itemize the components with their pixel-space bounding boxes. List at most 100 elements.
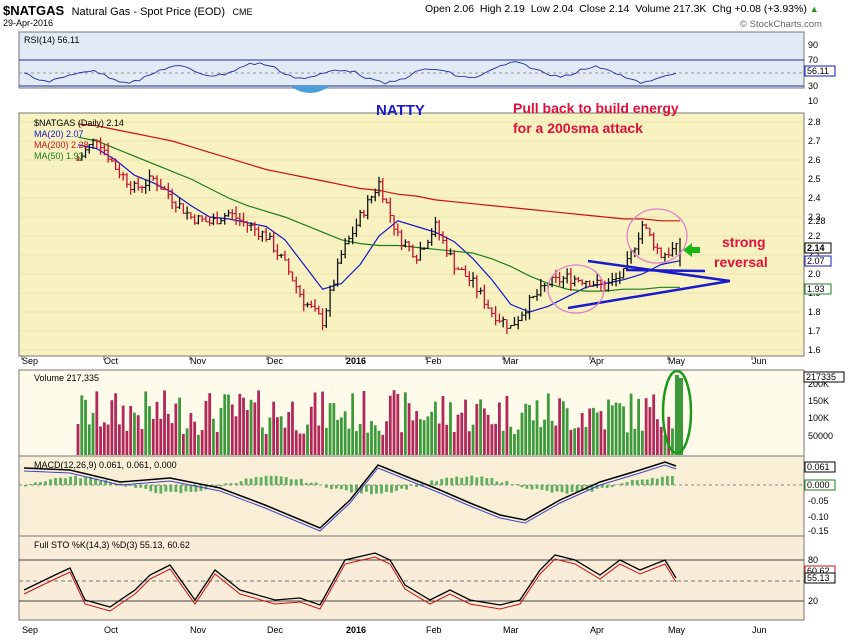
macd-histogram-bar bbox=[29, 483, 32, 485]
macd-histogram-bar bbox=[44, 481, 47, 485]
volume-bar bbox=[667, 416, 671, 455]
macd-histogram-bar bbox=[199, 485, 203, 491]
exchange: CME bbox=[232, 7, 253, 17]
ma200-label: MA(200) 2.28 bbox=[34, 140, 89, 150]
volume-bar bbox=[479, 399, 482, 455]
volume-bar bbox=[456, 414, 460, 455]
volume-bar bbox=[129, 405, 133, 455]
triangle-lower-line bbox=[567, 279, 731, 310]
volume-bar bbox=[622, 406, 625, 455]
triangle-pattern bbox=[567, 259, 731, 310]
price-panel bbox=[18, 112, 805, 357]
volume-bar bbox=[306, 424, 309, 455]
volume-bar bbox=[513, 433, 516, 455]
value-tags: 56.11 2.28 2.14 2.07 1.93 217335 0.061 0… bbox=[803, 65, 845, 584]
macd-histogram-bar bbox=[655, 478, 659, 485]
macd-histogram-bar bbox=[660, 476, 664, 485]
volume-bar bbox=[377, 430, 381, 455]
macd-histogram-bar bbox=[334, 485, 338, 489]
chart-title: $NATGAS Natural Gas - Spot Price (EOD) C… bbox=[3, 2, 253, 20]
volume-bar bbox=[434, 401, 437, 455]
volume-bar bbox=[174, 403, 178, 455]
macd-histogram-bar bbox=[525, 485, 529, 489]
volume-bar bbox=[144, 391, 148, 455]
volume-bar bbox=[441, 396, 445, 455]
macd-histogram-bar bbox=[179, 485, 183, 494]
x-axis-label: Mar bbox=[503, 625, 519, 635]
volume-bar bbox=[234, 416, 238, 455]
volume-bar bbox=[490, 424, 494, 455]
volume-bars bbox=[76, 375, 683, 455]
rsi-tick-label: 30 bbox=[808, 81, 818, 91]
volume-bar bbox=[494, 423, 498, 455]
macd-histogram-bar bbox=[520, 485, 524, 488]
macd-line bbox=[23, 461, 677, 529]
volume-value: Volume 217.3K bbox=[635, 3, 707, 15]
volume-bar bbox=[317, 425, 321, 455]
volume-bar bbox=[475, 403, 479, 455]
change-up-icon: ▲ bbox=[809, 4, 819, 14]
volume-bar bbox=[396, 393, 400, 455]
reversal-arrow-icon bbox=[683, 243, 700, 257]
volume-bar bbox=[637, 398, 641, 455]
volume-bar bbox=[625, 432, 629, 455]
volume-bar bbox=[543, 419, 546, 455]
volume-bar bbox=[573, 428, 577, 455]
volume-bar bbox=[193, 421, 197, 455]
annotation-natty: NATTY bbox=[376, 102, 425, 119]
volume-bar bbox=[531, 420, 535, 455]
macd-histogram-bar bbox=[194, 485, 198, 492]
volume-bar bbox=[189, 413, 193, 455]
macd-histogram-bar bbox=[174, 485, 178, 492]
macd-histogram-bar bbox=[284, 477, 288, 485]
annotation-pullback-2: for a 200sma attack bbox=[513, 120, 643, 136]
macd-histogram-bar bbox=[309, 482, 313, 485]
macd-histogram-bar bbox=[129, 485, 133, 487]
macd-histogram-bar bbox=[455, 476, 459, 485]
macd-histogram-bar bbox=[119, 483, 123, 485]
macd-tag-box bbox=[804, 461, 836, 473]
macd-histogram-bar bbox=[650, 477, 654, 485]
volume-bar bbox=[633, 428, 637, 455]
x-axis-label: Dec bbox=[267, 356, 284, 366]
volume-bar bbox=[159, 418, 163, 455]
macd-histogram-bar bbox=[164, 485, 168, 492]
macd-histogram-bar bbox=[259, 477, 263, 485]
volume-bar bbox=[516, 429, 520, 455]
triangle-mid-line bbox=[625, 268, 706, 273]
rsi-oversold-fill bbox=[290, 86, 330, 93]
price-tick-label: 2.5 bbox=[808, 174, 821, 184]
volume-bar bbox=[614, 402, 618, 455]
volume-bar bbox=[509, 426, 513, 455]
macd-histogram-bar bbox=[274, 475, 278, 485]
volume-bar bbox=[99, 426, 102, 455]
macd-tag: 0.061 bbox=[807, 462, 830, 472]
volume-bar bbox=[524, 403, 528, 455]
macd-histogram-bar bbox=[545, 485, 549, 491]
volume-bar bbox=[148, 406, 151, 455]
price-tick-label: 2.3 bbox=[808, 212, 821, 222]
rsi-tick-label: 70 bbox=[808, 55, 818, 65]
macd-histogram-bar bbox=[355, 485, 358, 491]
macd-histogram-bar bbox=[314, 482, 318, 485]
macd-histogram-bar bbox=[279, 476, 283, 485]
volume-bar bbox=[204, 400, 208, 455]
volume-bar bbox=[403, 392, 407, 455]
volume-bar bbox=[400, 432, 403, 455]
close-tag-box bbox=[804, 242, 832, 254]
macd-histogram-bar bbox=[249, 478, 253, 485]
volume-bar bbox=[125, 430, 129, 455]
volume-bar bbox=[114, 393, 118, 455]
ma50-tag-box bbox=[804, 283, 832, 295]
x-axis-label: Nov bbox=[190, 625, 207, 635]
macd-histogram-bar bbox=[480, 476, 484, 485]
volume-bar bbox=[227, 394, 230, 455]
volume-bar bbox=[546, 393, 550, 455]
macd-histogram-bar bbox=[550, 485, 554, 493]
volume-bar bbox=[268, 417, 272, 455]
macd-histogram-bar bbox=[560, 485, 564, 493]
macd-histogram-bar bbox=[294, 479, 298, 485]
macd-histogram-bar bbox=[74, 475, 77, 485]
sto-k-line bbox=[23, 552, 677, 608]
